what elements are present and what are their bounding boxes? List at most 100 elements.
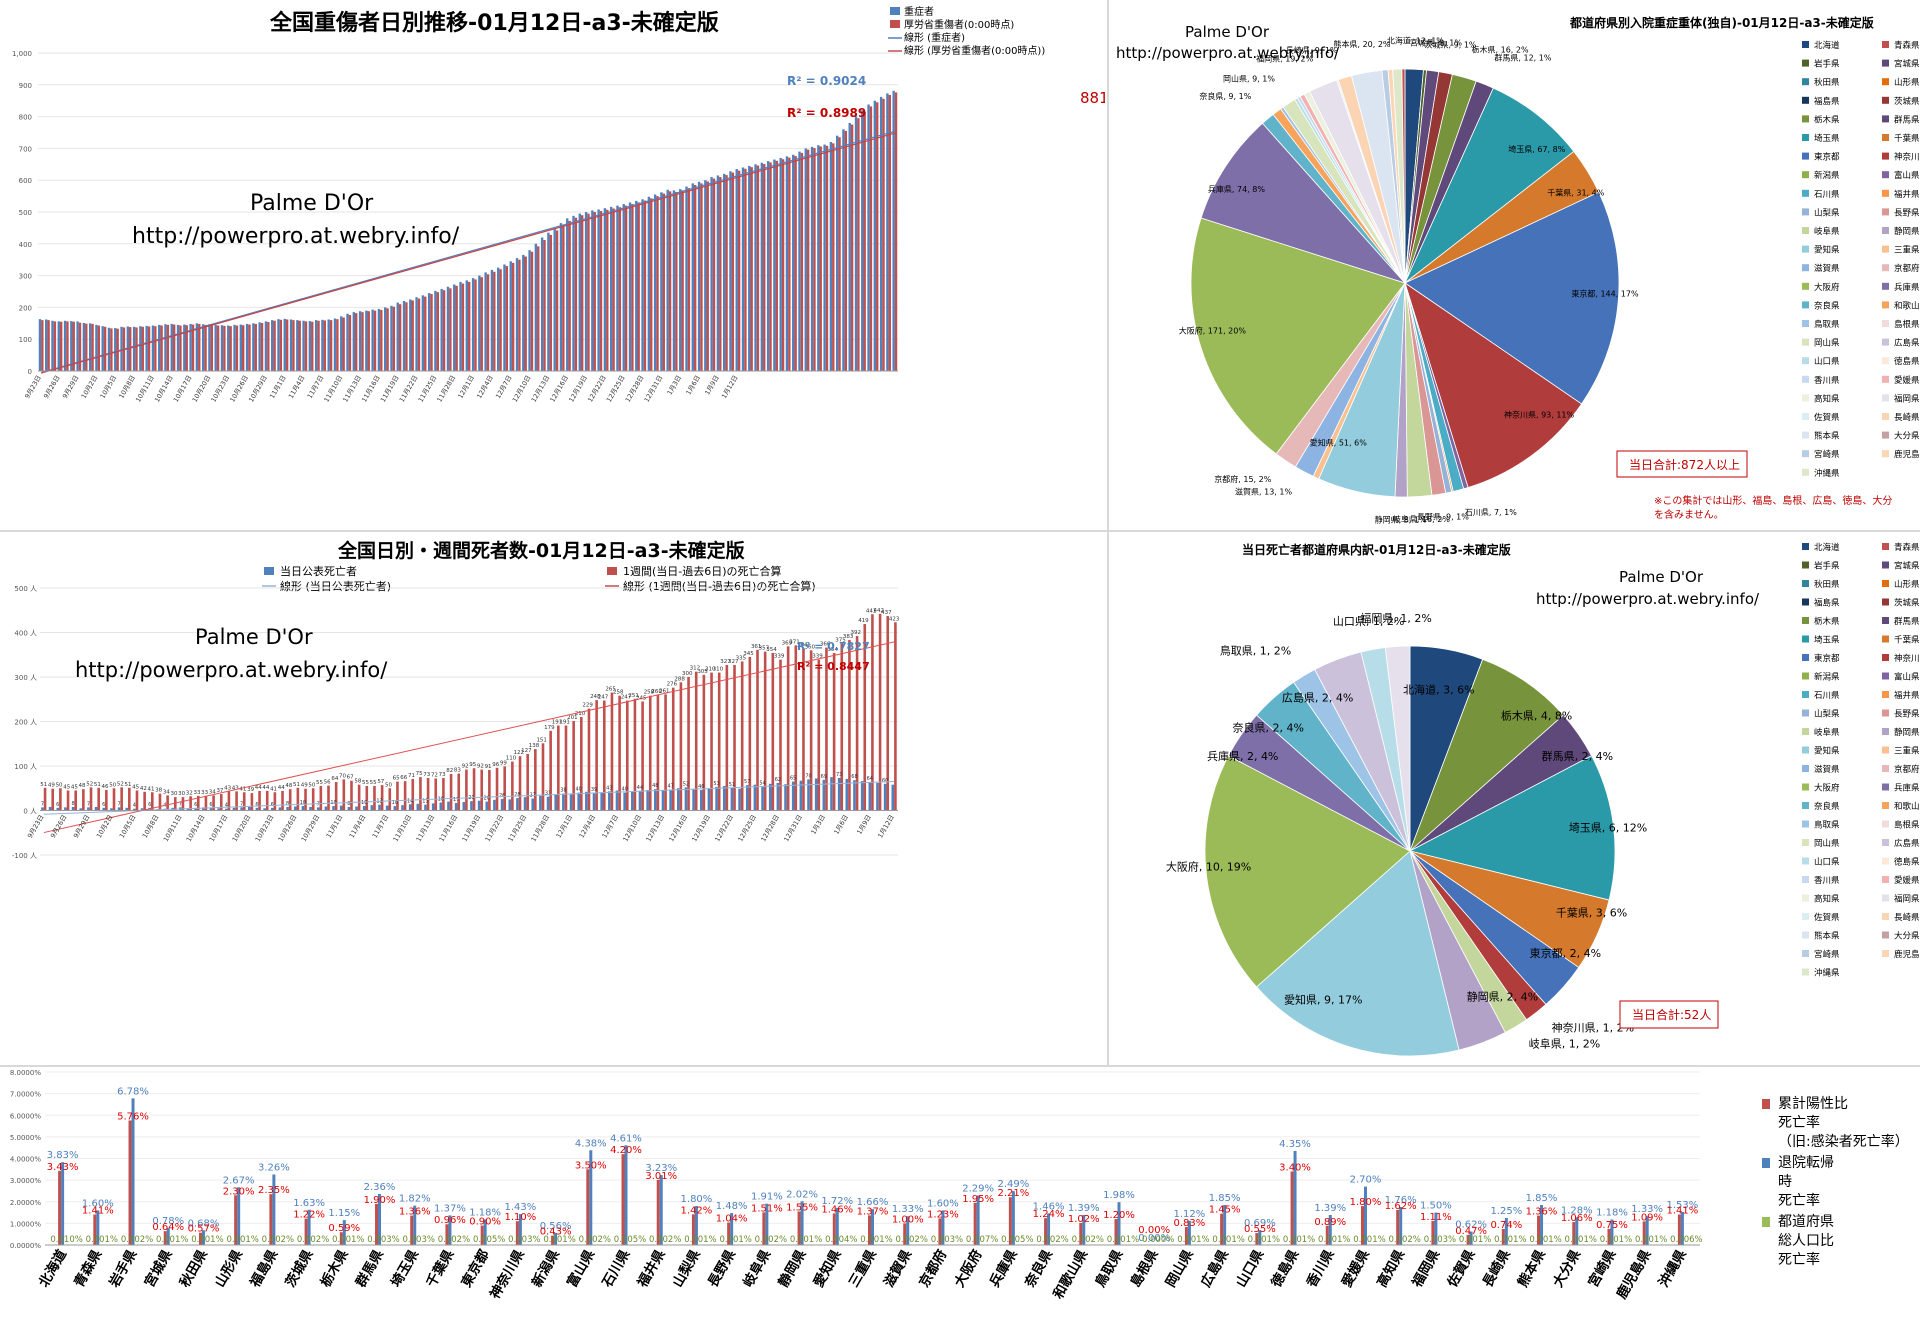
bar-discharge-rate [1223, 1204, 1227, 1245]
bar-mhlw [223, 325, 226, 371]
weekly-data-label: 265 [605, 687, 616, 693]
bar-discharge-rate [835, 1207, 839, 1245]
pop-rate-label: 0.001% [1600, 1235, 1632, 1245]
bar-mhlw [179, 325, 182, 371]
bar-weekly-death [602, 700, 606, 811]
legend-label: 滋賀県 [1814, 764, 1840, 775]
bar-weekly-death [281, 790, 284, 811]
cum-rate-label: 0.00% [1138, 1225, 1170, 1236]
legend-label: 長崎県 [1894, 912, 1920, 923]
bar-severe [114, 328, 117, 371]
bar-severe [308, 321, 312, 371]
legend-swatch-daily-death [264, 567, 274, 575]
bar-daily-death [661, 790, 665, 811]
weekly-data-label: 34 [163, 789, 170, 795]
legend-label: 千葉県 [1894, 133, 1920, 144]
bar-mhlw [505, 266, 509, 371]
bar-daily-death [699, 790, 703, 811]
legend-swatch [1802, 931, 1809, 939]
x-tick-label: 11月4日 [287, 374, 307, 400]
legend-swatch [1882, 357, 1889, 365]
daily-data-label: 28 [514, 792, 520, 798]
bar-daily-death [891, 784, 895, 811]
bar-cum-rate [128, 1120, 132, 1245]
bar-weekly-death [365, 786, 369, 811]
discharge-rate-label: 1.76% [1385, 1195, 1417, 1206]
bar-weekly-death [403, 781, 407, 811]
x-tick-label: 9月23日 [26, 814, 46, 840]
weekly-data-label: 43 [224, 785, 231, 791]
bar-severe [440, 288, 443, 371]
legend-swatch [1882, 59, 1889, 67]
bar-weekly-death [258, 790, 261, 811]
legend-swatch [1882, 580, 1889, 587]
weekly-data-label: 345 [743, 651, 754, 657]
x-tick-label: 11月19日 [461, 814, 483, 844]
weekly-data-label: 191 [552, 720, 563, 726]
legend-label: 新潟県 [1814, 170, 1840, 181]
bar-daily-death [722, 786, 726, 811]
bar-discharge-rate [1469, 1231, 1473, 1245]
y-tick-label: 6.0000% [10, 1112, 41, 1120]
bar-mhlw [166, 324, 170, 371]
bar-cum-rate [234, 1195, 238, 1245]
legend-label: 新潟県 [1814, 672, 1840, 683]
bar-severe [289, 319, 293, 371]
legend-label-discharge-rate-2: 時 [1778, 1174, 1792, 1190]
weekly-data-label: 44 [262, 785, 269, 791]
bar-severe [314, 320, 318, 371]
pop-rate-label: 0.001% [719, 1235, 751, 1245]
x-tick-label: 10月23日 [254, 814, 276, 844]
pop-rate-label: 0.003% [403, 1235, 435, 1245]
x-tick-label: 鳥取県 [1091, 1246, 1126, 1290]
weekly-data-label: 151 [536, 737, 547, 743]
pref-severe-panel: 都道府県別入院重症重体(独自)-01月12日-a3-未確定版 Palme D'O… [1109, 0, 1920, 528]
weekly-data-label: 419 [858, 618, 869, 624]
pie-slice-label: 千葉県, 31, 4% [1547, 188, 1604, 198]
bar-severe [829, 142, 833, 371]
legend-label: 宮城県 [1894, 59, 1920, 70]
x-tick-label: 11月10日 [392, 814, 414, 844]
legend-label: 福井県 [1894, 189, 1920, 200]
bar-daily-death [569, 794, 573, 811]
bar-severe [534, 243, 538, 371]
legend-swatch-pop-rate [1762, 1217, 1770, 1227]
bar-severe [283, 318, 286, 371]
bar-cum-rate [727, 1222, 731, 1245]
bar-weekly-death [135, 790, 139, 811]
pop-rate-label: 0.001% [1177, 1235, 1209, 1245]
x-tick-label: 愛媛県 [1338, 1246, 1373, 1290]
weekly-data-label: 335 [736, 655, 747, 661]
weekly-data-label: 41 [239, 786, 246, 792]
legend-label: 山口県 [1814, 857, 1840, 868]
bar-severe [139, 326, 142, 371]
x-tick-label: 11月1日 [325, 814, 345, 840]
bar-daily-death [631, 791, 634, 811]
daily-data-label: 7 [87, 801, 90, 807]
bar-daily-death [408, 804, 412, 811]
bar-cum-rate [1008, 1197, 1012, 1245]
pie-slice [1404, 191, 1620, 405]
weekly-data-label: 327 [720, 659, 731, 665]
bar-mhlw [719, 177, 722, 371]
pie-slice-label: 兵庫県, 74, 8% [1208, 184, 1265, 194]
pop-rate-label: 0.002% [1388, 1235, 1420, 1245]
x-tick-label: 12月31日 [782, 814, 804, 844]
legend-swatch [1802, 320, 1809, 327]
bar-mhlw [373, 310, 377, 371]
bar-weekly-death [319, 786, 323, 811]
bar-severe [352, 312, 356, 371]
bar-mhlw [543, 239, 546, 371]
pie-slice-label: 京都府, 15, 2% [1214, 474, 1271, 484]
legend-swatch [1802, 413, 1809, 420]
weekly-data-label: 392 [851, 630, 862, 636]
daily-data-label: 64 [867, 776, 873, 782]
weekly-data-label: 437 [881, 610, 892, 616]
bar-severe [798, 151, 801, 371]
legend-label: 大分県 [1894, 931, 1920, 942]
bar-severe [358, 311, 362, 371]
legend-swatch [1882, 709, 1889, 717]
weekly-data-label: 366 [820, 642, 831, 648]
bar-severe [201, 324, 205, 371]
bar-mhlw [650, 198, 653, 371]
